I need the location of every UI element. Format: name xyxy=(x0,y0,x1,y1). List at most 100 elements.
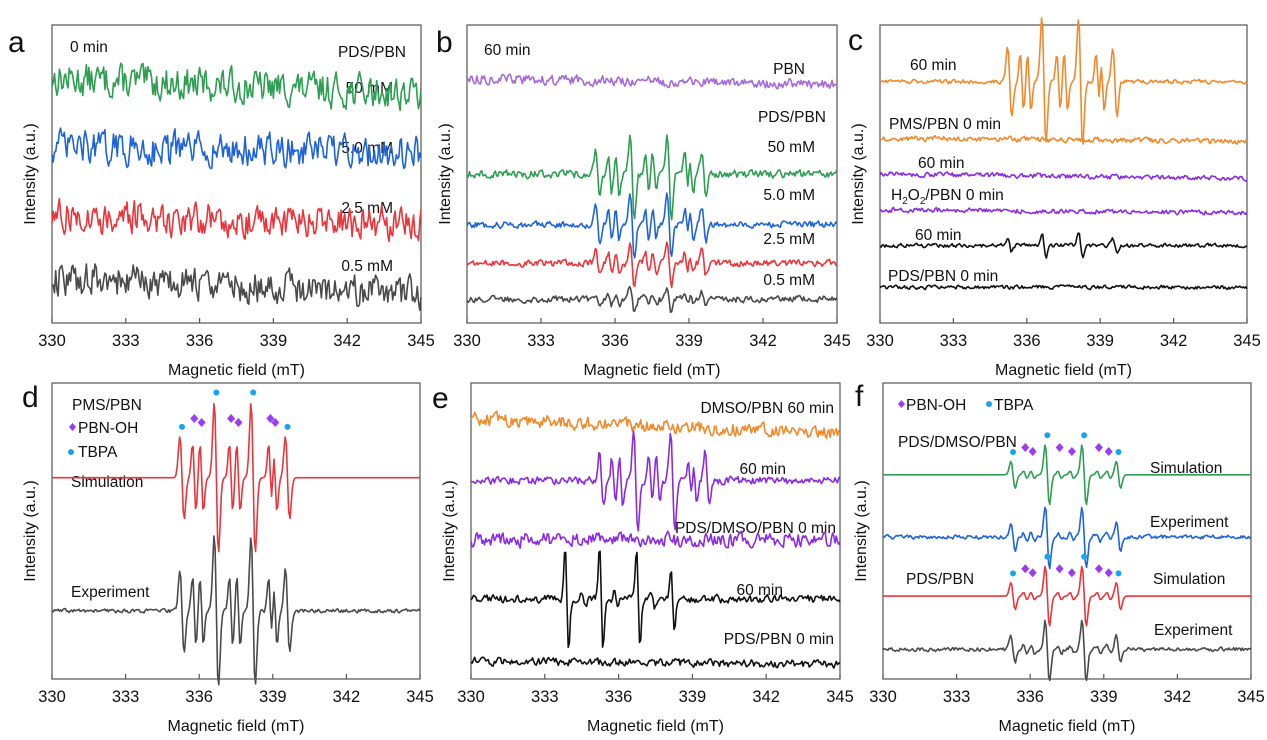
x-axis-label: Magnetic field (mT) xyxy=(995,362,1132,379)
plot-frame xyxy=(470,382,841,680)
pbn-oh-peak-marker xyxy=(1067,446,1076,456)
pbn-oh-peak-marker xyxy=(1104,568,1113,578)
spectrum-trace-simulation xyxy=(52,402,420,553)
trace-label-simulation-1: Simulation xyxy=(1150,460,1222,477)
group-label-pds-pbn: PDS/PBN xyxy=(906,571,974,588)
x-tick-label: 339 xyxy=(679,688,707,706)
tbpa-peak-marker xyxy=(1081,432,1088,439)
x-tick-label: 333 xyxy=(940,332,968,350)
annotation-group: PDS/PBN xyxy=(338,44,406,61)
trace-label-h2o2-0: H2O2/PBN 0 min xyxy=(891,187,1004,207)
tbpa-peak-marker xyxy=(1115,449,1122,456)
tbpa-peak-marker xyxy=(179,423,186,430)
x-tick-label: 333 xyxy=(531,688,559,706)
pbn-oh-peak-marker xyxy=(1094,564,1103,574)
spectrum-trace-pds-dmso-pbn-0-min xyxy=(470,530,841,549)
plot-frame xyxy=(466,24,838,324)
trace-label-pds-0: PDS/PBN 0 min xyxy=(724,631,834,648)
pbn-oh-peak-marker xyxy=(1104,446,1113,456)
legend-pbn-oh: PBN-OH xyxy=(78,420,138,437)
pbn-oh-peak-marker xyxy=(1067,568,1076,578)
tbpa-peak-marker xyxy=(250,389,257,396)
x-tick-label: 345 xyxy=(406,688,434,706)
x-tick-label: 339 xyxy=(1086,332,1114,350)
pbn-oh-peak-marker xyxy=(1021,564,1030,574)
spectrum-trace-experiment xyxy=(882,619,1252,682)
tbpa-peak-marker xyxy=(1044,432,1051,439)
trace-label-pds-60: 60 min xyxy=(915,227,962,244)
x-tick-label: 336 xyxy=(1013,332,1041,350)
x-tick-label: 330 xyxy=(453,332,481,350)
x-tick-label: 339 xyxy=(675,332,703,350)
x-tick-label: 345 xyxy=(823,332,851,350)
tbpa-peak-marker xyxy=(1010,449,1017,456)
trace-label-50mM: 50 mM xyxy=(768,139,815,156)
pbn-oh-peak-marker xyxy=(1028,446,1037,456)
x-tick-label: 333 xyxy=(112,688,140,706)
legend-tbpa: TBPA xyxy=(994,397,1034,414)
x-tick-label: 342 xyxy=(749,332,777,350)
x-tick-label: 333 xyxy=(527,332,555,350)
x-axis-label: Magnetic field (mT) xyxy=(168,362,305,379)
trace-label-simulation-2: Simulation xyxy=(1153,571,1225,588)
spectrum-trace-experiment xyxy=(882,506,1252,570)
h2o2-o: O xyxy=(908,187,920,204)
pbn-oh-peak-marker xyxy=(1055,442,1064,452)
pbn-oh-peak-marker xyxy=(1028,568,1037,578)
panel-label-f: f xyxy=(855,380,864,413)
panel-label-e: e xyxy=(432,382,449,415)
pbn-oh-peak-marker xyxy=(227,413,236,423)
h2o2-h: H xyxy=(891,187,902,204)
x-axis-label: Magnetic field (mT) xyxy=(168,718,305,735)
panel-f: f PBN-OH TBPA PDS/DMSO/PBN Simulation Ex… xyxy=(853,380,1265,735)
x-tick-label: 330 xyxy=(38,332,66,350)
x-axis-label: Magnetic field (mT) xyxy=(999,718,1136,735)
spectrum-trace-60-min xyxy=(470,550,841,649)
trace-label-pms-60: 60 min xyxy=(910,57,957,74)
spectrum-trace-2-5-mm xyxy=(51,197,422,243)
tbpa-peak-marker xyxy=(284,423,291,430)
x-tick-label: 339 xyxy=(1090,688,1118,706)
spectrum-trace-pds-pbn-0-min xyxy=(879,284,1248,291)
panel-c: c 60 min PMS/PBN 0 min 60 min H2O2/PBN 0… xyxy=(848,17,1261,379)
pbn-oh-peak-marker xyxy=(1094,442,1103,452)
trace-label-experiment: Experiment xyxy=(71,584,150,601)
y-axis-label: Intensity (a.u.) xyxy=(22,123,39,224)
plot-frame xyxy=(51,382,421,680)
tbpa-peak-marker xyxy=(1044,553,1051,560)
panel-label-a: a xyxy=(8,26,25,59)
trace-label-0.5mM: 0.5 mM xyxy=(341,258,393,275)
pbn-oh-peak-marker xyxy=(266,413,275,423)
panel-d: d PMS/PBN PBN-OH TBPA Simulation Experim… xyxy=(22,381,434,735)
spectrum-trace-5-0-mm xyxy=(466,192,838,259)
panel-label-d: d xyxy=(22,381,39,414)
tbpa-peak-marker xyxy=(1010,570,1017,577)
x-axis-label: Magnetic field (mT) xyxy=(587,718,724,735)
x-tick-label: 336 xyxy=(186,332,214,350)
x-tick-label: 345 xyxy=(1233,332,1261,350)
trace-label-pds-60: 60 min xyxy=(736,582,783,599)
annotation-time: 0 min xyxy=(70,39,108,56)
spectrum-trace-experiment xyxy=(51,535,421,686)
y-axis-label: Intensity (a.u.) xyxy=(441,480,458,581)
x-tick-label: 330 xyxy=(869,688,897,706)
panel-a: a 0 min PDS/PBN 50 mM 5.0 mM 2.5 mM 0.5 … xyxy=(8,24,435,379)
annotation-group: PMS/PBN xyxy=(72,397,142,414)
pbn-oh-peak-marker xyxy=(271,417,280,427)
spectrum-trace-simulation xyxy=(883,444,1251,506)
trace-label-h2o2-60: 60 min xyxy=(918,155,965,172)
x-tick-label: 330 xyxy=(866,332,894,350)
pbn-oh-peak-marker xyxy=(1021,442,1030,452)
spectrum-trace-pms-pbn-0-min xyxy=(879,135,1248,145)
pbn-oh-peak-marker xyxy=(190,413,199,423)
pbn-oh-peak-marker xyxy=(234,417,243,427)
trace-label-experiment-2: Experiment xyxy=(1154,622,1233,639)
plot-frame xyxy=(51,24,422,324)
h2o2-sub1: 2 xyxy=(902,196,908,207)
trace-label-dmso-60: DMSO/PBN 60 min xyxy=(700,400,834,417)
x-tick-label: 345 xyxy=(826,688,854,706)
legend-circle-marker xyxy=(68,449,74,455)
x-tick-label: 336 xyxy=(601,332,629,350)
x-tick-label: 339 xyxy=(260,332,288,350)
x-tick-label: 330 xyxy=(38,688,66,706)
